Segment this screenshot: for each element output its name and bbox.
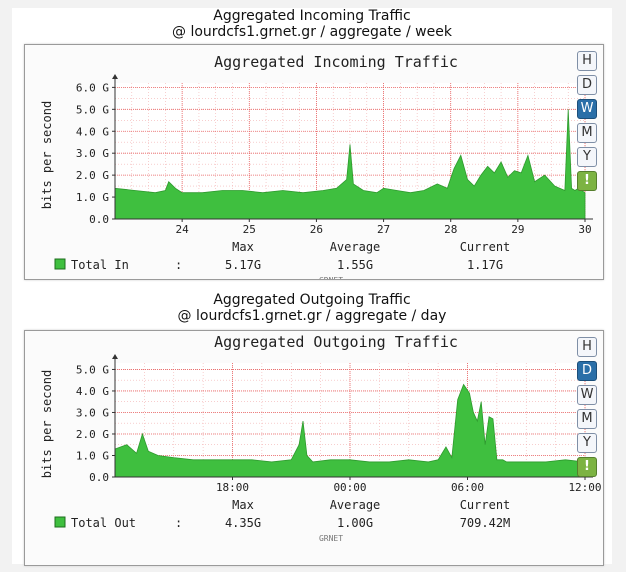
- incoming-y-tick-label: 5.0 G: [76, 103, 109, 116]
- incoming-caption: Aggregated Incoming Traffic @ lourdcfs1.…: [12, 8, 612, 40]
- incoming-caption-title: Aggregated Incoming Traffic: [213, 8, 411, 24]
- incoming-period-button-d[interactable]: D: [577, 75, 597, 95]
- outgoing-stat-header: Max: [232, 498, 254, 512]
- outgoing-period-button-d[interactable]: D: [577, 361, 597, 381]
- outgoing-legend-separator: :: [175, 516, 182, 530]
- incoming-period-buttons: H D W M Y!: [577, 51, 597, 195]
- page: Aggregated Incoming Traffic @ lourdcfs1.…: [12, 8, 612, 566]
- outgoing-period-button-w[interactable]: W: [577, 385, 597, 405]
- incoming-period-button-y[interactable]: Y: [577, 147, 597, 167]
- outgoing-caption-subtitle: @ lourdcfs1.grnet.gr / aggregate / day: [177, 308, 447, 324]
- incoming-y-tick-label: 4.0 G: [76, 125, 109, 138]
- incoming-legend-swatch: [54, 258, 66, 270]
- outgoing-caption: Aggregated Outgoing Traffic @ lourdcfs1.…: [12, 292, 612, 324]
- outgoing-area-series: [114, 383, 586, 478]
- incoming-x-tick-label: 24: [176, 223, 190, 236]
- outgoing-period-button-h[interactable]: H: [577, 337, 597, 357]
- outgoing-period-buttons: H D W M Y!: [577, 337, 597, 481]
- outgoing-stat-value: 1.00G: [337, 516, 373, 530]
- outgoing-y-axis-label: bits per second: [40, 370, 54, 478]
- outgoing-legend-label: Total Out: [71, 516, 136, 530]
- incoming-watermark: GRNET: [319, 276, 343, 279]
- incoming-stat-header: Current: [460, 240, 511, 254]
- outgoing-chart-title: Aggregated Outgoing Traffic: [214, 333, 458, 351]
- outgoing-y-tick-label: 5.0 G: [76, 363, 109, 376]
- incoming-stat-value: 1.17G: [467, 258, 503, 272]
- outgoing-watermark: GRNET: [319, 534, 343, 543]
- outgoing-y-tick-label: 1.0 G: [76, 449, 109, 462]
- incoming-y-tick-label: 1.0 G: [76, 191, 109, 204]
- incoming-y-tick-label: 0.0: [89, 213, 109, 226]
- incoming-stat-value: 1.55G: [337, 258, 373, 272]
- incoming-chart-title: Aggregated Incoming Traffic: [214, 53, 458, 71]
- incoming-x-tick-label: 27: [377, 223, 390, 236]
- outgoing-stat-value: 709.42M: [460, 516, 511, 530]
- incoming-legend-label: Total In: [71, 258, 129, 272]
- incoming-y-tick-label: 6.0 G: [76, 81, 109, 94]
- outgoing-stat-value: 4.35G: [225, 516, 261, 530]
- incoming-y-axis-label: bits per second: [40, 101, 54, 209]
- incoming-y-tick-label: 3.0 G: [76, 147, 109, 160]
- incoming-x-tick-label: 26: [310, 223, 323, 236]
- outgoing-traffic-chart: Aggregated Outgoing Traffic 0.0 1.0 G 2.0 G…: [40, 333, 602, 543]
- incoming-legend-separator: :: [175, 258, 182, 272]
- outgoing-legend-swatch: [54, 516, 66, 528]
- outgoing-x-tick-label: 06:00: [451, 481, 484, 494]
- outgoing-x-tick-label: 12:00: [568, 481, 601, 494]
- incoming-y-axis-arrow: [112, 74, 118, 79]
- incoming-x-tick-label: 28: [444, 223, 457, 236]
- incoming-traffic-block: Aggregated Incoming Traffic @ lourdcfs1.…: [12, 8, 612, 280]
- incoming-area-series: [114, 109, 586, 220]
- incoming-period-button-w[interactable]: W: [577, 99, 597, 119]
- outgoing-traffic-block: Aggregated Outgoing Traffic @ lourdcfs1.…: [12, 292, 612, 566]
- outgoing-y-tick-label: 2.0 G: [76, 428, 109, 441]
- outgoing-graph-panel: Aggregated Outgoing Traffic 0.0 1.0 G 2.0 G…: [24, 330, 604, 566]
- outgoing-y-tick-label: 4.0 G: [76, 385, 109, 398]
- outgoing-refresh-button[interactable]: !: [577, 457, 597, 477]
- outgoing-period-button-y[interactable]: Y: [577, 433, 597, 453]
- outgoing-x-tick-label: 18:00: [216, 481, 249, 494]
- incoming-x-tick-label: 30: [578, 223, 591, 236]
- incoming-x-tick-label: 29: [511, 223, 524, 236]
- outgoing-x-tick-label: 00:00: [333, 481, 366, 494]
- incoming-stat-header: Average: [330, 240, 381, 254]
- outgoing-period-button-m[interactable]: M: [577, 409, 597, 429]
- incoming-y-tick-label: 2.0 G: [76, 169, 109, 182]
- incoming-caption-subtitle: @ lourdcfs1.grnet.gr / aggregate / week: [172, 24, 452, 40]
- outgoing-y-tick-label: 3.0 G: [76, 406, 109, 419]
- outgoing-caption-title: Aggregated Outgoing Traffic: [213, 292, 411, 308]
- incoming-period-button-m[interactable]: M: [577, 123, 597, 143]
- incoming-stat-value: 5.17G: [225, 258, 261, 272]
- outgoing-stat-header: Current: [460, 498, 511, 512]
- outgoing-y-axis-arrow: [112, 354, 118, 359]
- outgoing-y-tick-label: 0.0: [89, 471, 109, 484]
- incoming-refresh-button[interactable]: !: [577, 171, 597, 191]
- incoming-period-button-h[interactable]: H: [577, 51, 597, 71]
- incoming-traffic-chart: Aggregated Incoming Traffic 0.0 1.0 G 2.0 G…: [40, 53, 593, 279]
- incoming-graph-panel: Aggregated Incoming Traffic 0.0 1.0 G 2.0 G…: [24, 44, 604, 280]
- outgoing-stat-header: Average: [330, 498, 381, 512]
- incoming-x-tick-label: 25: [243, 223, 256, 236]
- incoming-stat-header: Max: [232, 240, 254, 254]
